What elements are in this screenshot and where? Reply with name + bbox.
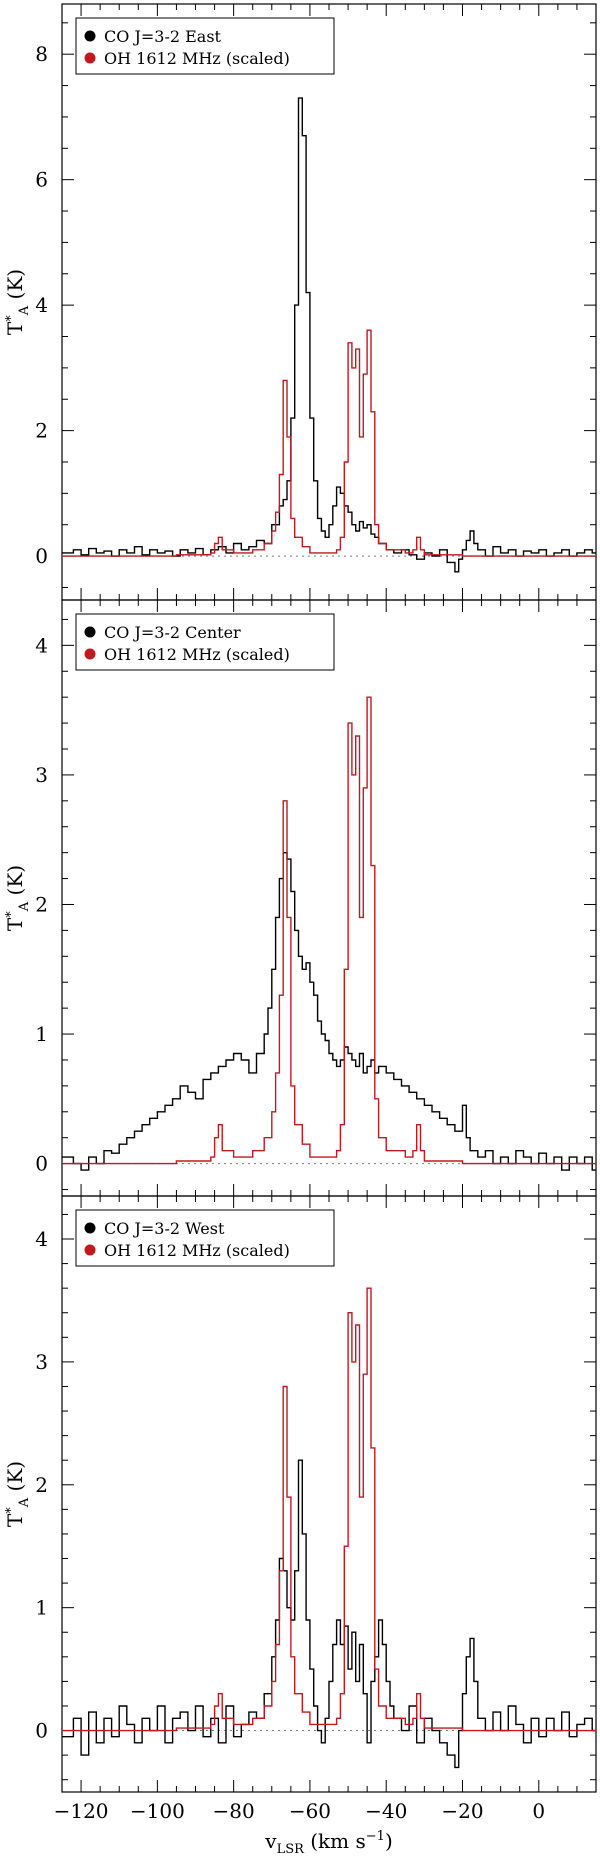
y-tick-label: 8	[35, 42, 48, 66]
legend-box	[75, 613, 335, 671]
legend-marker-icon	[84, 626, 96, 638]
panel-middle: 0 1 2 3 4 T*A (K) CO J=3-2 Center OH 1612 MHz (…	[3, 599, 597, 1197]
y-axis-label: T*A (K)	[3, 269, 32, 335]
y-tick-label: 3	[35, 763, 48, 787]
x-tick-label: −20	[441, 1799, 483, 1823]
x-tick-label: 0	[532, 1799, 545, 1823]
legend-label: CO J=3-2 West	[104, 1219, 225, 1238]
panel-top: 0 2 4 6 8 T*A (K) CO J=3-2 East OH 1612 MHz (sc…	[3, 3, 597, 601]
series-line-co	[62, 97, 596, 573]
x-tick-label: −120	[54, 1799, 109, 1823]
y-tick-label: 0	[35, 1152, 48, 1176]
panel-bottom: 0 1 2 3 4 T*A (K) CO J=3-2 West OH 1612 MHz (sc…	[3, 1195, 597, 1857]
legend-label: OH 1612 MHz (scaled)	[104, 1241, 290, 1260]
y-tick-label: 4	[35, 293, 48, 317]
y-tick-label: 1	[35, 1596, 48, 1620]
legend-marker-icon	[84, 52, 96, 64]
series-line-oh	[62, 329, 596, 557]
x-tick-label: −60	[289, 1799, 331, 1823]
y-tick-label: 2	[35, 892, 48, 916]
y-axis-label: T*A (K)	[3, 1461, 32, 1527]
legend-label: OH 1612 MHz (scaled)	[104, 49, 290, 68]
y-tick-label: 2	[35, 1473, 48, 1497]
series-line-oh	[62, 696, 596, 1165]
y-tick-label: 6	[35, 168, 48, 192]
x-tick-label: −100	[130, 1799, 185, 1823]
legend-label: OH 1612 MHz (scaled)	[104, 645, 290, 664]
series-line-co	[62, 1459, 596, 1769]
y-tick-label: 4	[35, 633, 48, 657]
legend-marker-icon	[84, 1244, 96, 1256]
plot-frame	[61, 599, 597, 1197]
y-tick-label: 0	[35, 1719, 48, 1743]
y-tick-label: 4	[35, 1227, 48, 1251]
legend-marker-icon	[84, 30, 96, 42]
y-tick-label: 2	[35, 419, 48, 443]
legend-label: CO J=3-2 East	[104, 27, 222, 46]
y-tick-label: 1	[35, 1022, 48, 1046]
series-line-oh	[62, 1287, 596, 1732]
plot-frame	[61, 3, 597, 601]
y-axis-label: T*A (K)	[3, 865, 32, 931]
legend-label: CO J=3-2 Center	[104, 623, 241, 642]
x-axis-label: vLSR (km s−1)	[264, 1829, 393, 1857]
legend-marker-icon	[84, 1222, 96, 1234]
legend-box	[75, 17, 335, 75]
y-tick-label: 3	[35, 1350, 48, 1374]
legend-marker-icon	[84, 648, 96, 660]
y-tick-label: 0	[35, 544, 48, 568]
series-line-co	[62, 852, 596, 1171]
legend-box	[75, 1209, 335, 1267]
x-tick-label: −40	[365, 1799, 407, 1823]
x-tick-label: −80	[213, 1799, 255, 1823]
